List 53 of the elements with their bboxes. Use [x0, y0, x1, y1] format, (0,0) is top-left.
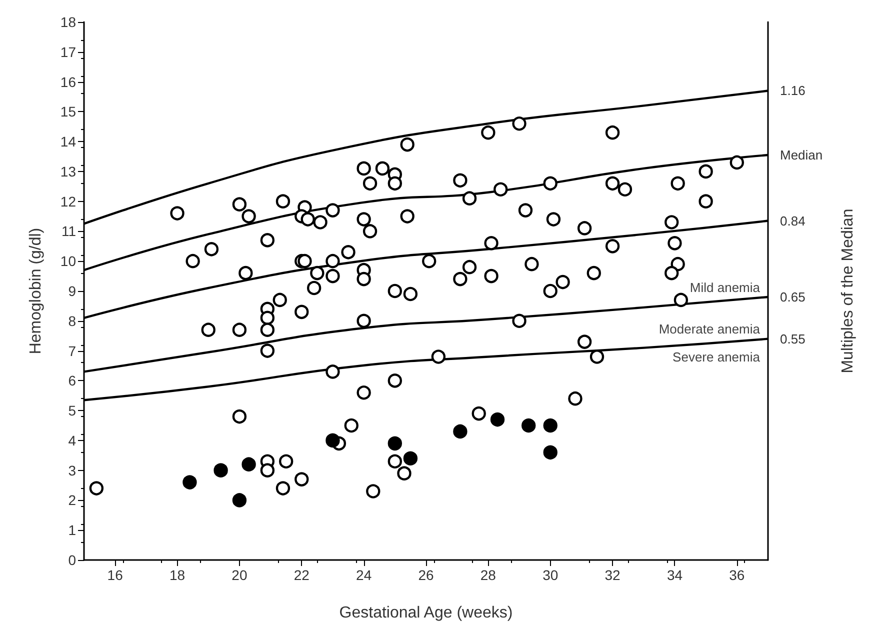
- series-label: 0.84: [780, 213, 806, 228]
- x-tick-label: 32: [604, 567, 621, 583]
- annotation: Severe anemia: [672, 349, 761, 364]
- y-tick-label: 11: [61, 223, 76, 240]
- x-tick-label: 20: [232, 567, 248, 583]
- y-tick-label: 7: [68, 342, 76, 359]
- series-label: 0.65: [780, 289, 806, 304]
- annotation: Mild anemia: [690, 280, 761, 296]
- y2-axis-title: Multiples of the Median: [840, 208, 856, 374]
- series-label: Median: [780, 148, 823, 163]
- y-tick-label: 14: [60, 134, 76, 150]
- y-tick-label: 18: [60, 14, 76, 30]
- y-axis-title: Hemoglobin (g/dl): [28, 228, 44, 354]
- point: [453, 424, 468, 439]
- series-label: 0.55: [780, 331, 806, 346]
- point: [403, 451, 418, 466]
- y-tick-label: 6: [68, 372, 76, 389]
- point: [543, 418, 558, 433]
- y-tick-label: 8: [68, 312, 76, 329]
- point: [214, 463, 228, 478]
- y-tick-label: 9: [68, 283, 76, 299]
- y-tick-label: 12: [60, 193, 76, 210]
- x-tick-label: 18: [169, 567, 186, 583]
- y-tick-label: 1: [68, 522, 76, 538]
- point: [182, 475, 197, 490]
- point: [232, 493, 247, 508]
- x-tick-label: 28: [480, 567, 496, 583]
- x-tick-label: 22: [294, 567, 310, 583]
- y-tick-label: 0: [68, 552, 76, 568]
- y-tick-label: 15: [60, 104, 76, 120]
- annotation: Moderate anemia: [658, 321, 761, 336]
- y-tick-label: 5: [68, 402, 76, 419]
- x-tick-label: 16: [107, 567, 124, 583]
- point: [543, 445, 558, 460]
- point: [522, 418, 536, 433]
- x-tick-label: 24: [356, 567, 372, 583]
- y-tick-label: 2: [68, 492, 76, 508]
- point: [326, 433, 340, 448]
- x-tick-label: 36: [729, 567, 745, 583]
- point: [388, 436, 402, 451]
- y-tick-label: 4: [68, 432, 76, 448]
- x-tick-label: 34: [666, 567, 683, 583]
- y-tick-label: 16: [60, 74, 76, 90]
- x-axis-title: Gestational Age (weeks): [339, 604, 513, 622]
- x-tick-label: 26: [418, 567, 434, 583]
- series-label: 1.16: [780, 83, 806, 98]
- x-tick-label: 30: [542, 567, 558, 583]
- point: [490, 412, 505, 427]
- y-tick-label: 17: [60, 44, 76, 60]
- y-tick-label: 13: [60, 163, 76, 180]
- y-tick-label: 10: [60, 253, 76, 270]
- point: [242, 457, 256, 472]
- y-tick-label: 3: [68, 462, 76, 478]
